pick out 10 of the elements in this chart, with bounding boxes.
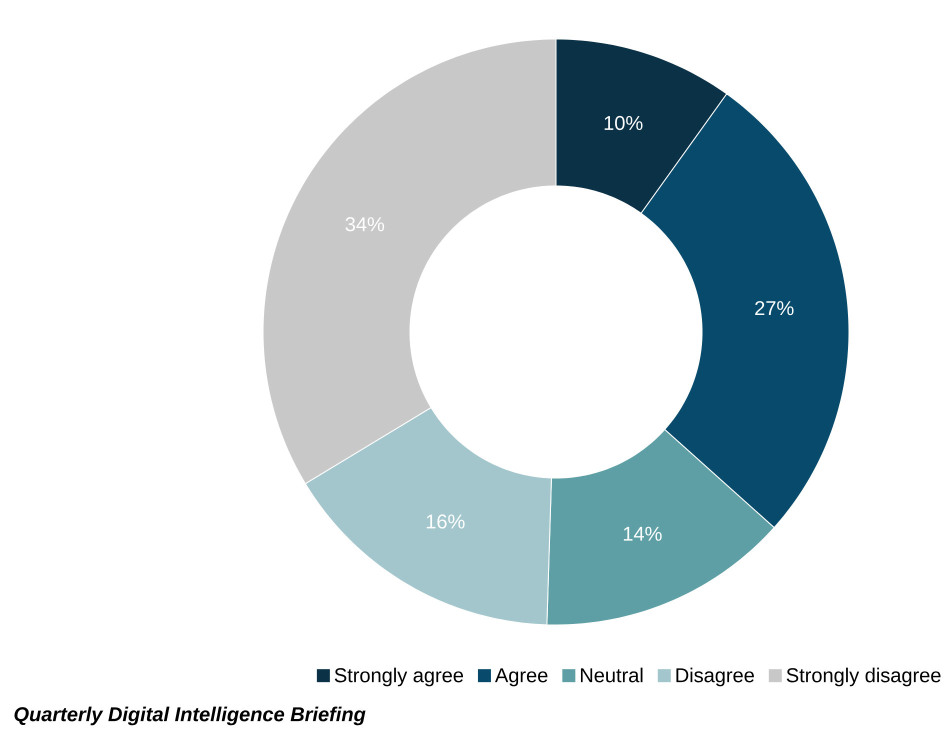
text: Quarterly Digital Intelligence Briefing — [14, 706, 366, 726]
data-label: 16% — [426, 514, 465, 529]
data-label: 14% — [624, 526, 662, 541]
legend-label: Neutral — [580, 668, 642, 682]
legend-label: Strongly agree — [334, 668, 464, 686]
data-label: 27% — [755, 301, 794, 316]
legend-label: Strongly disagree — [786, 668, 941, 686]
legend-label: Disagree — [676, 668, 754, 686]
legend-label: Agree — [495, 668, 548, 686]
data-label: 10% — [604, 116, 642, 130]
